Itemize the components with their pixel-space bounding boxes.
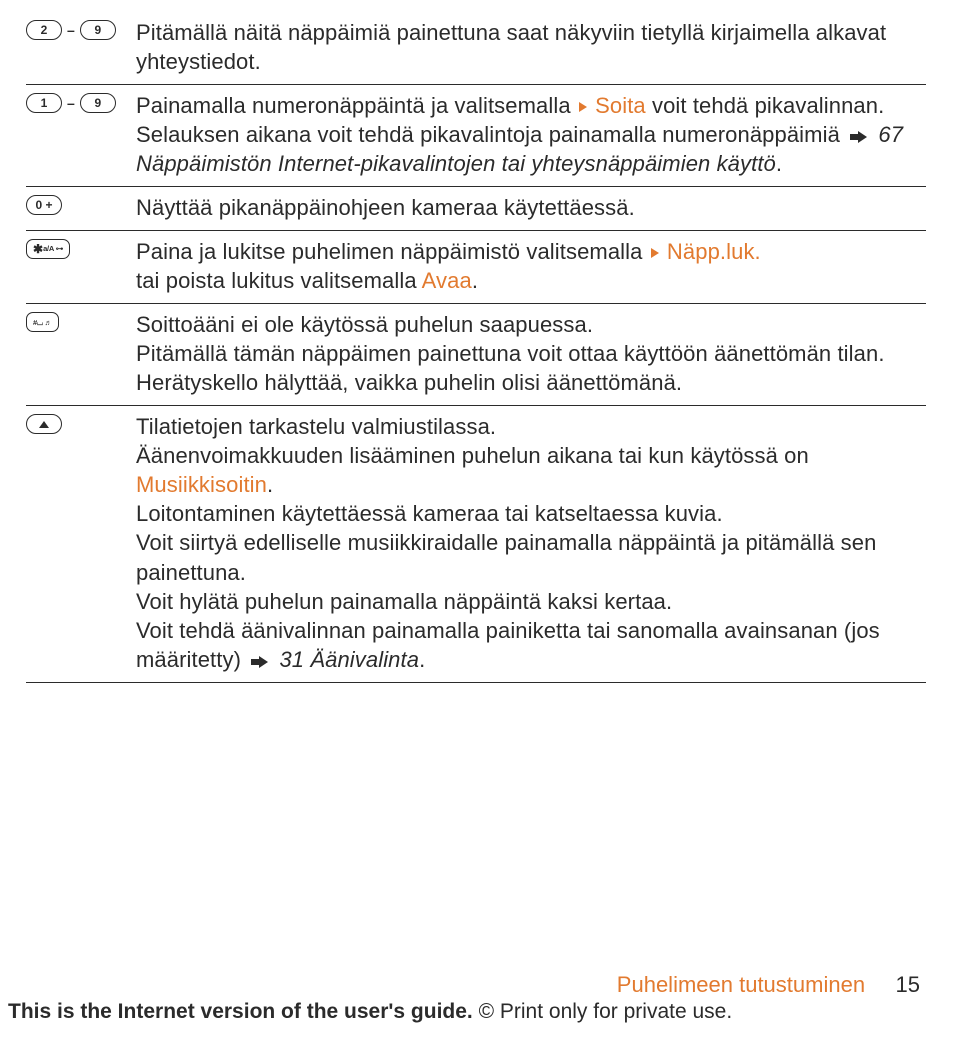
instruction-row: 2–9Pitämällä näitä näppäimiä painettuna … (26, 18, 926, 85)
description-text: Voit siirtyä edelliselle musiikkiraidall… (136, 530, 876, 584)
description-text: Soita (595, 93, 646, 118)
page-footer: Puhelimeen tutustuminen 15 This is the I… (0, 972, 960, 1024)
footer-disclaimer: This is the Internet version of the user… (4, 1000, 926, 1024)
description-text: Musiikkisoitin (136, 472, 267, 497)
footer-section-title: Puhelimeen tutustuminen (617, 972, 865, 997)
description-text: tai poista lukitus valitsemalla (136, 268, 422, 293)
arrow-icon (850, 131, 868, 143)
description-column: Pitämällä näitä näppäimiä painettuna saa… (136, 18, 926, 76)
key-separator: – (66, 20, 76, 40)
description-text: Voit hylätä puhelun painamalla näppäintä… (136, 589, 672, 614)
description-column: Painamalla numeronäppäintä ja valitsemal… (136, 91, 926, 178)
instruction-table: 2–9Pitämällä näitä näppäimiä painettuna … (26, 18, 926, 683)
key-up (26, 414, 62, 434)
description-text: voit tehdä pikavalinnan. (646, 93, 885, 118)
triangle-icon (579, 102, 587, 112)
description-column: Soittoääni ei ole käytössä puhelun saapu… (136, 310, 926, 397)
description-text: 31 Äänivalinta (279, 647, 419, 672)
key-column: 1–9 (26, 91, 136, 178)
triangle-icon (651, 248, 659, 258)
description-column: Näyttää pikanäppäinohjeen kameraa käytet… (136, 193, 926, 222)
key-9: 9 (80, 20, 116, 40)
instruction-row: # ⌴ ♬ Soittoääni ei ole käytössä puhelun … (26, 304, 926, 406)
description-text: . (472, 268, 478, 293)
description-text: Pitämällä tämän näppäimen painettuna voi… (136, 341, 885, 395)
instruction-row: 1–9Painamalla numeronäppäintä ja valitse… (26, 85, 926, 187)
key-hash: # ⌴ ♬ (26, 312, 59, 332)
key-column: # ⌴ ♬ (26, 310, 136, 397)
description-text: Tilatietojen tarkastelu valmiustilassa. (136, 414, 496, 439)
key-column: 0 + (26, 193, 136, 222)
key-separator: – (66, 93, 76, 113)
description-text: Avaa (422, 268, 472, 293)
description-text: Voit tehdä äänivalinnan painamalla paini… (136, 618, 880, 672)
key-2: 2 (26, 20, 62, 40)
description-text: Paina ja lukitse puhelimen näppäimistö v… (136, 239, 649, 264)
description-text: . (419, 647, 425, 672)
description-column: Paina ja lukitse puhelimen näppäimistö v… (136, 237, 926, 295)
description-text: Loitontaminen käytettäessä kameraa tai k… (136, 501, 723, 526)
key-column: ✱ a/A ⊶ (26, 237, 136, 295)
key-zero-plus: 0 + (26, 195, 62, 215)
key-9: 9 (80, 93, 116, 113)
description-text: . (267, 472, 273, 497)
arrow-icon (251, 656, 269, 668)
description-text: Soittoääni ei ole käytössä puhelun saapu… (136, 312, 593, 337)
key-column (26, 412, 136, 673)
description-text: . (776, 151, 782, 176)
description-column: Tilatietojen tarkastelu valmiustilassa. Ä… (136, 412, 926, 673)
description-text: Painamalla numeronäppäintä ja valitsemal… (136, 93, 577, 118)
description-text: Äänenvoimakkuuden lisääminen puhelun aik… (136, 443, 809, 468)
instruction-row: ✱ a/A ⊶ Paina ja lukitse puhelimen näppäi… (26, 231, 926, 304)
description-text: Näpp.luk. (667, 239, 761, 264)
page-number: 15 (896, 972, 920, 997)
description-text: Selauksen aikana voit tehdä pikavalintoj… (136, 122, 846, 147)
key-star: ✱ a/A ⊶ (26, 239, 70, 259)
description-text: Pitämällä näitä näppäimiä painettuna saa… (136, 20, 886, 74)
key-column: 2–9 (26, 18, 136, 76)
description-text: Näyttää pikanäppäinohjeen kameraa käytet… (136, 195, 635, 220)
key-1: 1 (26, 93, 62, 113)
instruction-row: 0 + Näyttää pikanäppäinohjeen kameraa käy… (26, 187, 926, 231)
instruction-row: Tilatietojen tarkastelu valmiustilassa. Ä… (26, 406, 926, 682)
